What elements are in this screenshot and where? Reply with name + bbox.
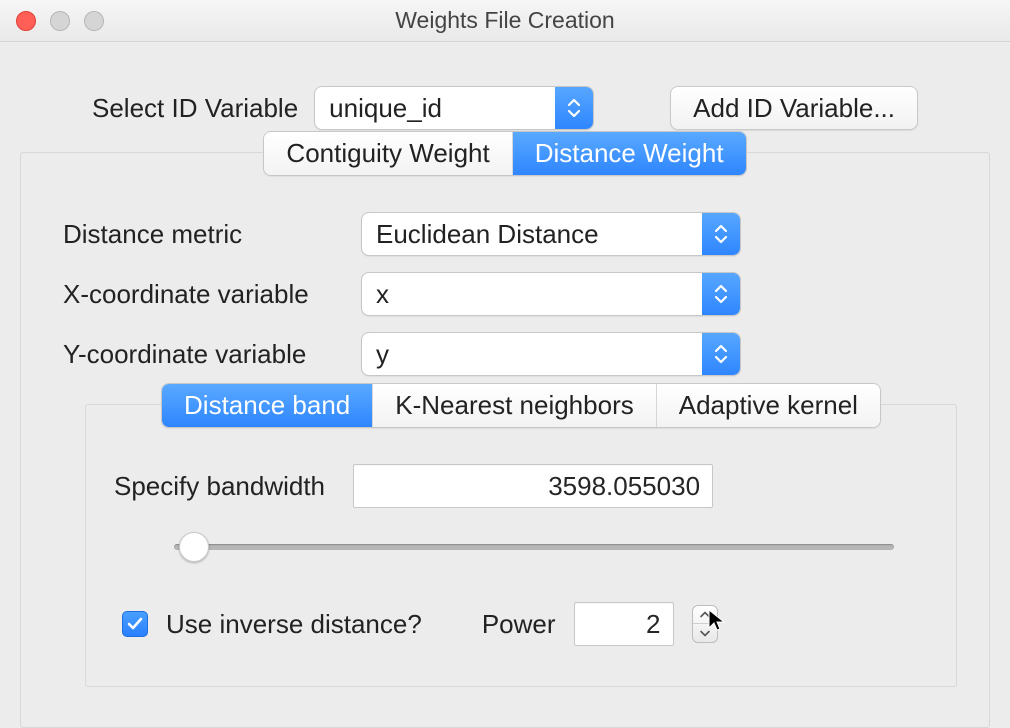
tab-adaptive-kernel[interactable]: Adaptive kernel <box>657 384 880 427</box>
bandwidth-label: Specify bandwidth <box>114 471 325 502</box>
y-coordinate-label: Y-coordinate variable <box>63 339 343 370</box>
power-value: 2 <box>646 609 660 640</box>
y-coordinate-value: y <box>362 333 702 375</box>
x-coordinate-value: x <box>362 273 702 315</box>
bandwidth-value: 3598.055030 <box>548 471 700 502</box>
cursor-icon <box>706 608 730 632</box>
distance-metric-value: Euclidean Distance <box>362 213 702 255</box>
power-label: Power <box>482 609 556 640</box>
chevron-updown-icon <box>702 213 740 255</box>
bandwidth-slider[interactable] <box>174 530 894 564</box>
weight-type-panel: Contiguity Weight Distance Weight Distan… <box>20 152 990 728</box>
distance-method-segmented: Distance band K-Nearest neighbors Adapti… <box>161 383 881 428</box>
tab-distance-band[interactable]: Distance band <box>162 384 373 427</box>
y-coordinate-select[interactable]: y <box>361 332 741 376</box>
add-id-variable-button-label: Add ID Variable... <box>693 93 895 124</box>
tab-k-nearest-neighbors[interactable]: K-Nearest neighbors <box>373 384 656 427</box>
id-variable-label: Select ID Variable <box>92 93 298 124</box>
titlebar: Weights File Creation <box>0 0 1010 42</box>
id-variable-select-value: unique_id <box>315 87 555 129</box>
id-variable-select[interactable]: unique_id <box>314 86 594 130</box>
slider-thumb[interactable] <box>179 532 209 562</box>
inverse-distance-checkbox[interactable] <box>122 611 148 637</box>
distance-metric-label: Distance metric <box>63 219 343 250</box>
weight-type-segmented: Contiguity Weight Distance Weight <box>263 131 746 176</box>
bandwidth-row: Specify bandwidth 3598.055030 <box>114 464 928 508</box>
x-coordinate-label: X-coordinate variable <box>63 279 343 310</box>
id-variable-row: Select ID Variable unique_id Add ID Vari… <box>0 86 1010 130</box>
inverse-distance-label: Use inverse distance? <box>166 609 422 640</box>
tab-distance-weight[interactable]: Distance Weight <box>513 132 746 175</box>
checkmark-icon <box>126 615 144 633</box>
bandwidth-input[interactable]: 3598.055030 <box>353 464 713 508</box>
window-title: Weights File Creation <box>0 7 1010 34</box>
distance-metric-select[interactable]: Euclidean Distance <box>361 212 741 256</box>
add-id-variable-button[interactable]: Add ID Variable... <box>670 86 918 130</box>
chevron-updown-icon <box>702 273 740 315</box>
inverse-distance-row: Use inverse distance? Power 2 <box>122 602 928 646</box>
distance-form: Distance metric Euclidean Distance X-coo… <box>63 212 989 376</box>
power-input[interactable]: 2 <box>574 602 674 646</box>
chevron-updown-icon <box>555 87 593 129</box>
slider-track <box>174 544 894 550</box>
x-coordinate-select[interactable]: x <box>361 272 741 316</box>
chevron-updown-icon <box>702 333 740 375</box>
distance-method-panel: Distance band K-Nearest neighbors Adapti… <box>85 404 957 687</box>
tab-contiguity-weight[interactable]: Contiguity Weight <box>264 132 512 175</box>
